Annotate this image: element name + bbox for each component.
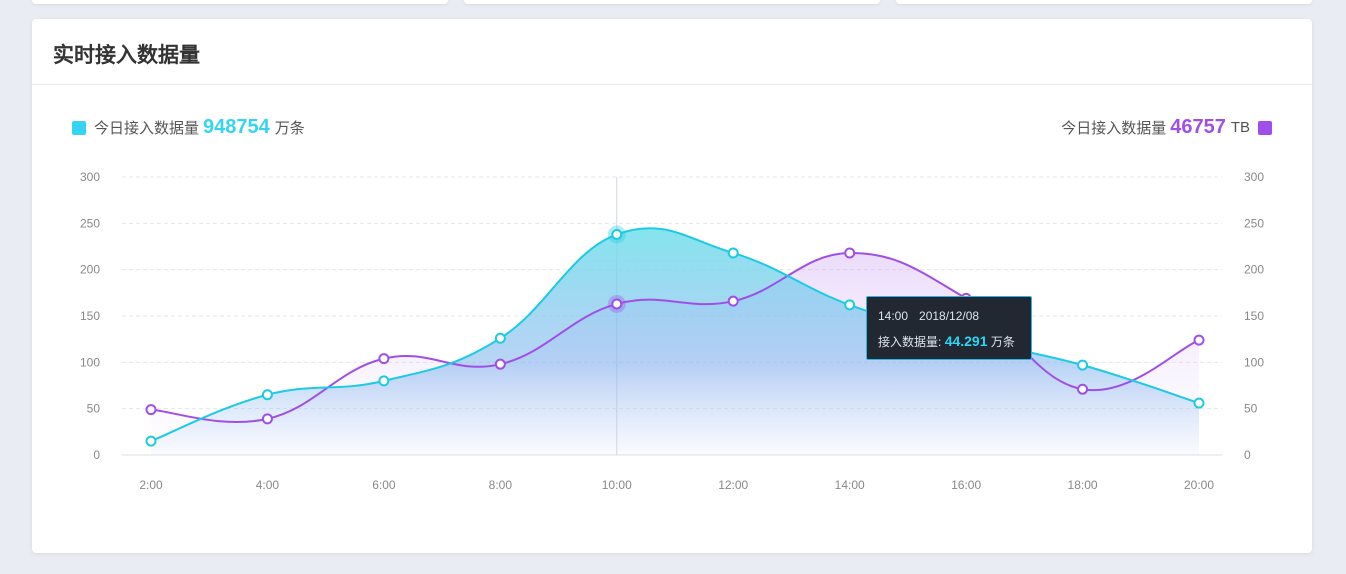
series-1-point bbox=[261, 389, 273, 401]
legend-left-swatch bbox=[72, 120, 86, 135]
x-tick-label: 6:00 bbox=[372, 478, 396, 492]
top-card-1 bbox=[32, 0, 448, 4]
y-left-tick-label: 50 bbox=[87, 402, 101, 416]
legend-left-value: 948754 bbox=[203, 116, 270, 138]
line-chart[interactable]: 0 0 50 50 100 100 150 150 200 200 250 250 300 300 2:00… bbox=[32, 19, 1312, 553]
data-volume-card: 实时接入数据量 今日接入数据量 948754 万条 今日接入数据量 46757 … bbox=[32, 19, 1312, 553]
y-left-tick-label: 0 bbox=[93, 448, 100, 462]
y-right-tick-label: 200 bbox=[1244, 263, 1264, 277]
y-left-tick-label: 200 bbox=[80, 263, 100, 277]
legend-right-label: 今日接入数据量 bbox=[1061, 120, 1167, 137]
legend-right-unit: TB bbox=[1230, 119, 1250, 136]
top-card-3 bbox=[896, 0, 1312, 4]
series-2-point bbox=[145, 404, 157, 416]
series-1-area bbox=[151, 228, 1199, 455]
y-left-tick-label: 250 bbox=[80, 216, 100, 230]
y-right-tick-label: 0 bbox=[1244, 448, 1251, 462]
series-1-point bbox=[1077, 359, 1089, 371]
y-right-tick-label: 300 bbox=[1244, 170, 1264, 184]
y-right-tick-label: 50 bbox=[1244, 402, 1258, 416]
card-header: 实时接入数据量 bbox=[32, 19, 1312, 85]
series-1-point bbox=[494, 332, 506, 344]
y-left-tick-label: 150 bbox=[80, 309, 100, 323]
x-tick-label: 4:00 bbox=[256, 478, 280, 492]
card-title: 实时接入数据量 bbox=[53, 44, 200, 67]
y-left-tick-label: 300 bbox=[80, 170, 100, 184]
y-left-tick-label: 100 bbox=[80, 355, 100, 369]
series-2-point bbox=[1193, 334, 1205, 346]
tooltip-date: 2018/12/08 bbox=[919, 309, 980, 323]
x-tick-label: 14:00 bbox=[835, 478, 865, 492]
series-2-point bbox=[378, 353, 390, 365]
legend-right[interactable]: 今日接入数据量 46757 TB bbox=[1061, 116, 1272, 139]
legend-right-value: 46757 bbox=[1170, 116, 1226, 138]
series-1-point bbox=[844, 299, 856, 311]
series-1-point bbox=[611, 228, 623, 240]
legend-right-swatch bbox=[1258, 120, 1272, 135]
legend-left-unit: 万条 bbox=[274, 120, 305, 137]
series-2-point bbox=[844, 247, 856, 259]
chart-tooltip: 14:00 2018/12/08 接入数据量: 44.291 万条 bbox=[866, 296, 1032, 360]
top-card-2 bbox=[464, 0, 880, 4]
series-2-point bbox=[1077, 383, 1089, 395]
x-tick-label: 10:00 bbox=[602, 478, 632, 492]
x-tick-label: 18:00 bbox=[1068, 478, 1098, 492]
series-2-point bbox=[611, 298, 623, 310]
tooltip-unit: 万条 bbox=[990, 335, 1015, 349]
legend-left[interactable]: 今日接入数据量 948754 万条 bbox=[72, 116, 305, 139]
series-1-point bbox=[727, 247, 739, 259]
x-tick-label: 16:00 bbox=[951, 478, 981, 492]
series-2-point bbox=[261, 413, 273, 425]
x-tick-label: 12:00 bbox=[718, 478, 748, 492]
x-tick-label: 20:00 bbox=[1184, 478, 1214, 492]
legend-left-label: 今日接入数据量 bbox=[94, 120, 200, 137]
series-2-point bbox=[727, 295, 739, 307]
y-right-tick-label: 250 bbox=[1244, 216, 1264, 230]
x-tick-label: 2:00 bbox=[139, 478, 163, 492]
x-tick-label: 8:00 bbox=[489, 478, 513, 492]
y-right-tick-label: 150 bbox=[1244, 309, 1264, 323]
tooltip-label: 接入数据量: bbox=[878, 335, 942, 349]
series-1-point bbox=[378, 375, 390, 387]
series-1-point bbox=[145, 435, 157, 447]
series-2-point bbox=[494, 358, 506, 370]
tooltip-value: 44.291 bbox=[944, 333, 988, 349]
y-right-tick-label: 100 bbox=[1244, 355, 1264, 369]
series-1-point bbox=[1193, 397, 1205, 409]
tooltip-time: 14:00 bbox=[878, 309, 909, 323]
